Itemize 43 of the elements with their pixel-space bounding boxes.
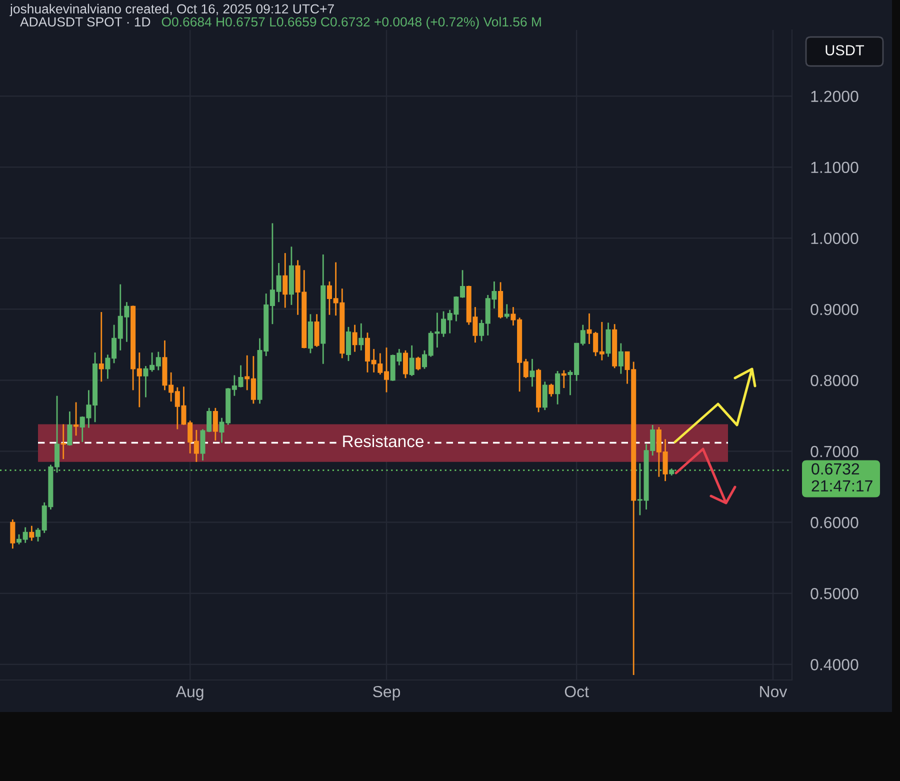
candlestick <box>555 370 560 406</box>
candlestick <box>606 322 611 358</box>
candlestick <box>67 410 72 446</box>
ref-line-label: Resistance <box>343 434 424 448</box>
candlestick <box>530 358 535 388</box>
candlestick <box>548 383 554 398</box>
candlestick <box>98 311 104 382</box>
candlestick <box>346 326 351 362</box>
candlestick <box>352 324 358 352</box>
candlestick <box>618 342 624 375</box>
x-tick-label: Aug <box>176 686 204 700</box>
x-tick-label: Oct <box>564 686 589 698</box>
y-tick-label: 0.6000 <box>810 516 858 528</box>
candlestick <box>29 525 34 542</box>
x-tick-label: Sep <box>373 686 400 700</box>
candlestick <box>212 407 218 442</box>
y-tick-label: 0.8000 <box>810 374 858 386</box>
y-tick-label: 1.2000 <box>811 90 858 102</box>
chart-subtitle: O0.6684 H0.6757 L0.6659 C0.6732 +0.0048 (+0.72%) Vol1.56 M <box>162 16 541 30</box>
candlestick <box>314 313 320 348</box>
y-tick-label: 0.7000 <box>810 446 858 458</box>
candlestick <box>282 252 288 308</box>
candlestick <box>74 402 79 436</box>
y-tick-label: 0.4000 <box>810 659 858 670</box>
text: joshuakevinalviano created, Oct 16, 2025 09:12 UTC+7 <box>10 4 334 16</box>
ref-line-label: 0.6732 <box>812 463 860 475</box>
candlestick <box>504 304 510 320</box>
candlestick <box>358 322 364 352</box>
candlestick <box>416 356 421 371</box>
y-tick-label: 1.1000 <box>811 162 858 174</box>
x-tick-label: Nov <box>760 686 788 698</box>
y-tick-label: 0.5000 <box>810 588 858 600</box>
text: USDT <box>826 45 864 56</box>
y-tick-label: 0.9000 <box>810 304 858 316</box>
y-tick-label: 1.0000 <box>811 232 858 244</box>
candlestick <box>561 370 566 389</box>
candlestick <box>542 380 548 411</box>
chart-title: ADAUSDT SPOT · 1D <box>20 17 150 27</box>
text: 21:47:17 <box>812 480 872 492</box>
candlestick <box>60 424 66 460</box>
candlestick <box>409 344 414 377</box>
candlestick <box>10 518 16 550</box>
candlestick <box>402 350 408 379</box>
